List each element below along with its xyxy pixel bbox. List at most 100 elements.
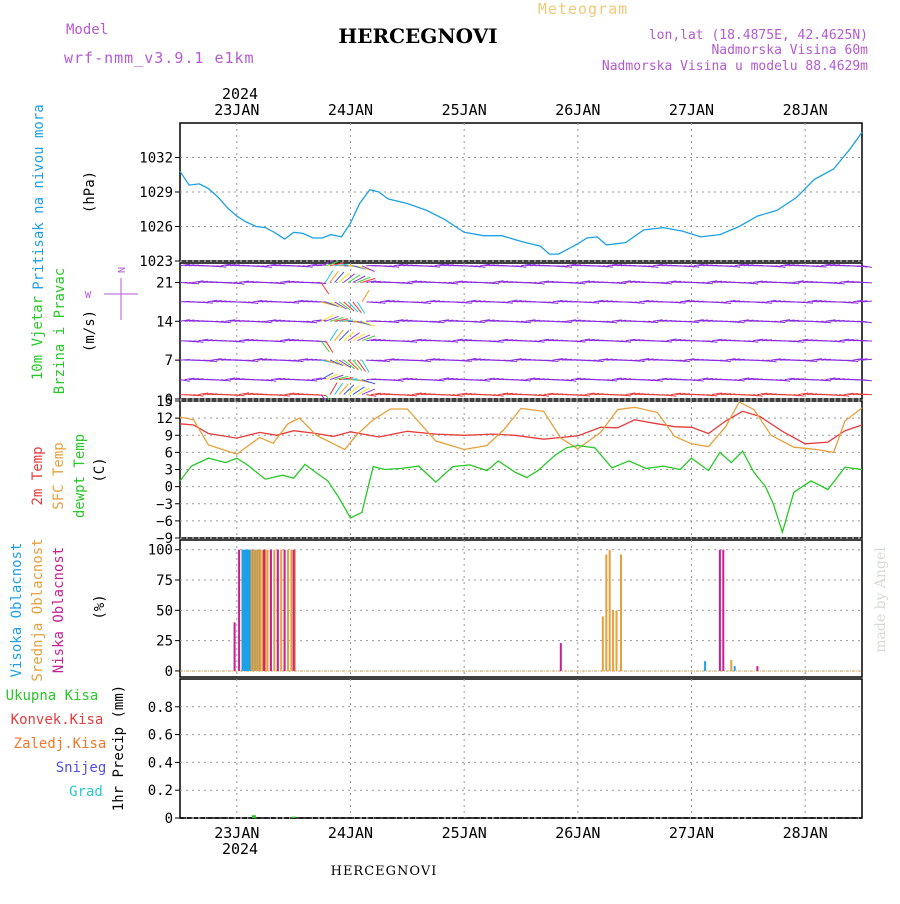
y-tick-label: 6 (165, 445, 173, 461)
temp-title-2m: 2m Temp (30, 446, 46, 505)
y-tick-label: 3 (165, 463, 173, 479)
cloud-bar (612, 610, 614, 671)
y-tick-label: 9 (165, 428, 173, 444)
y-tick-label: 0.8 (148, 700, 173, 716)
wind-legend-w: W (85, 290, 92, 301)
cloud-bar (704, 661, 706, 671)
cloud-bar (560, 643, 562, 671)
model-name: wrf-nmm_v3.9.1 e1km (64, 49, 255, 67)
cloud-bar (277, 550, 279, 671)
wind-title-1: 10m Vjetar (30, 296, 46, 380)
wind-legend-n: N (117, 267, 128, 273)
cloud-unit: (%) (92, 594, 108, 619)
day-label-bottom: 26JAN (555, 824, 600, 842)
temp-title-dewpt: dewpt Temp (72, 434, 88, 518)
day-label-top: 25JAN (442, 101, 487, 119)
cloud-bar (263, 550, 265, 671)
panel-frame (180, 679, 862, 818)
cloud-bar (238, 550, 240, 671)
precip-legend-item: Konvek.Kisa (11, 712, 104, 728)
cloud-bar (255, 550, 257, 671)
cloud-bar (293, 550, 295, 671)
y-tick-label: 1026 (139, 220, 173, 236)
cloud-bar (719, 550, 721, 671)
temp-unit: (C) (92, 457, 108, 482)
y-tick-label: 100 (148, 543, 173, 559)
cloud-bar (287, 550, 289, 671)
precip-legend-item: Grad (69, 784, 103, 800)
precipitation-panel: 0 0.2 0.4 0.6 0.8 (148, 679, 862, 827)
footer-station: HERCEGNOVI (331, 864, 438, 879)
pressure-unit: (hPa) (82, 171, 98, 213)
cloudiness-panel: 0 25 50 75 100 (148, 540, 862, 680)
page-title: HERCEGNOVI (338, 24, 497, 48)
y-tick-label: 0.4 (148, 755, 173, 771)
cloud-bar (620, 555, 622, 671)
cloud-bar (234, 622, 236, 671)
cloud-bar (605, 555, 607, 671)
watermark: made by Angel (873, 547, 889, 653)
y-tick-label: 1023 (139, 254, 173, 270)
day-label-bottom: 27JAN (669, 824, 714, 842)
cloud-bar (616, 610, 618, 671)
y-tick-label: 1029 (139, 185, 173, 201)
cloud-bar (267, 550, 269, 671)
y-tick-label: 0 (165, 811, 173, 827)
y-tick-label: 21 (156, 275, 173, 291)
cloud-title-mid: Srednja Oblacnost (30, 538, 46, 681)
cloud-bar (722, 550, 724, 671)
day-label-top: 27JAN (669, 101, 714, 119)
temp-title-sfc: SFC Temp (51, 442, 67, 509)
day-label-top: 23JAN (214, 101, 259, 119)
y-tick-label: 0.2 (148, 783, 173, 799)
cloud-bar (734, 666, 736, 671)
cloud-title-high: Visoka Oblacnost (9, 543, 25, 678)
panel-frame (180, 540, 862, 677)
y-tick-label: 0 (165, 480, 173, 496)
cloud-bar (251, 550, 253, 671)
precip-legend-item: Snijeg (56, 760, 107, 776)
y-tick-label: 0.6 (148, 728, 173, 744)
model-elevation-label: Nadmorska Visina u modelu 88.4629m (602, 59, 868, 74)
y-tick-label: 0 (165, 664, 173, 680)
y-tick-label: 7 (165, 353, 173, 369)
y-tick-label: 50 (156, 603, 173, 619)
day-label-top: 28JAN (783, 101, 828, 119)
day-label-top: 24JAN (328, 101, 373, 119)
y-tick-label: 15 (156, 394, 173, 410)
day-label-bottom: 25JAN (442, 824, 487, 842)
elevation-label: Nadmorska Visina 60m (711, 43, 868, 58)
precip-bar (252, 815, 256, 818)
cloud-bar (290, 550, 292, 671)
y-tick-label: 75 (156, 573, 173, 589)
precip-bar (292, 817, 296, 818)
cloud-bar (284, 550, 286, 671)
wind-unit: (m/s) (82, 310, 98, 352)
cloud-bar (609, 550, 611, 671)
cloud-bar (756, 666, 758, 671)
y-tick-label: −3 (156, 497, 173, 513)
lonlat-label: lon,lat (18.4875E, 42.4625N) (649, 28, 868, 43)
cloud-bar (257, 550, 259, 671)
wind-barb (862, 282, 872, 283)
cloud-bar (260, 550, 262, 671)
pressure-title: Pritisak na nivou mora (31, 104, 47, 289)
precip-legend-item: Ukupna Kisa (6, 688, 99, 704)
precip-title: 1hr Precip (mm) (111, 685, 127, 811)
cloud-bar (253, 550, 255, 671)
day-label-bottom: 28JAN (783, 824, 828, 842)
model-label: Model (66, 22, 108, 38)
day-label-bottom: 24JAN (328, 824, 373, 842)
meteogram-label: Meteogram (538, 0, 628, 18)
precip-legend-item: Zaledj.Kisa (14, 736, 107, 752)
cloud-bar (602, 616, 604, 671)
y-tick-label: −6 (156, 514, 173, 530)
y-tick-label: 14 (156, 314, 173, 330)
year-label-bottom: 2024 (222, 840, 258, 858)
y-tick-label: 25 (156, 634, 173, 650)
wind-title-2: Brzina i Pravac (52, 268, 68, 394)
